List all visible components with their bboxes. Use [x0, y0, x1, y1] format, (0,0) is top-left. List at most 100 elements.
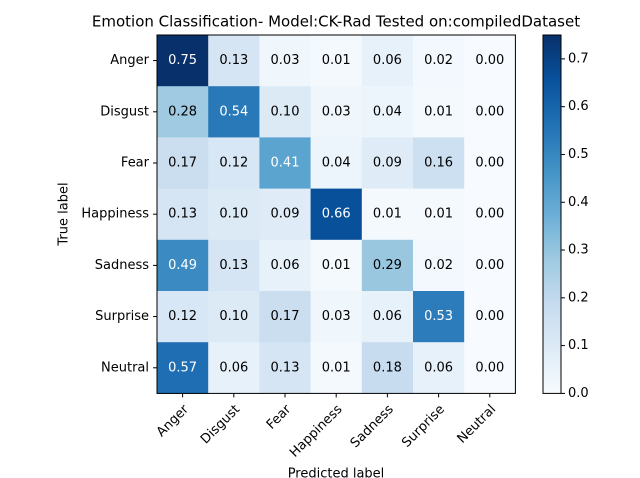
colorbar-tick-label: 0.5	[568, 147, 589, 162]
cell-label: 0.01	[373, 207, 402, 222]
y-tick-label: Disgust	[100, 104, 149, 119]
cell-label: 0.00	[475, 207, 504, 222]
cell-label: 0.09	[271, 207, 300, 222]
y-tick-label: Anger	[110, 53, 149, 68]
cell-label: 0.02	[424, 53, 453, 68]
heatmap-cell	[259, 86, 312, 138]
heatmap-cell	[361, 342, 414, 394]
cell-label: 0.16	[424, 156, 453, 171]
cell-label: 0.00	[475, 258, 504, 273]
colorbar	[542, 34, 562, 394]
cell-label: 0.75	[168, 53, 197, 68]
cell-label: 0.00	[475, 309, 504, 324]
cell-label: 0.10	[219, 207, 248, 222]
heatmap-cell	[464, 137, 516, 190]
cell-label: 0.01	[322, 53, 351, 68]
cell-label: 0.13	[219, 53, 248, 68]
cell-label: 0.04	[322, 156, 351, 171]
heatmap-cell	[157, 239, 209, 292]
heatmap-cell	[413, 239, 465, 292]
x-axis-label: Predicted label	[288, 467, 385, 478]
heatmap-cell	[361, 291, 414, 343]
cell-label: 0.00	[475, 156, 504, 171]
x-tick-label: Neutral	[455, 402, 500, 447]
y-tick-label: Fear	[121, 156, 150, 171]
heatmap-cell	[208, 35, 260, 87]
cell-label: 0.53	[424, 309, 453, 324]
heatmap-cell	[259, 342, 312, 394]
heatmap-cell	[259, 239, 312, 292]
cell-label: 0.10	[271, 104, 300, 119]
heatmap-cell	[413, 342, 465, 394]
heatmap-cell	[157, 291, 209, 343]
cell-label: 0.03	[322, 104, 351, 119]
heatmap-cell	[310, 291, 363, 343]
cell-label: 0.01	[322, 360, 351, 375]
cell-label: 0.29	[373, 258, 402, 273]
heatmap-cell	[208, 291, 260, 343]
cell-label: 0.04	[373, 104, 402, 119]
cell-label: 0.06	[373, 53, 402, 68]
cell-label: 0.13	[168, 207, 197, 222]
y-tick-label: Neutral	[101, 360, 149, 375]
heatmap-cell	[464, 86, 516, 138]
cell-label: 0.00	[475, 104, 504, 119]
heatmap-cell	[259, 137, 312, 190]
heatmap-cell	[361, 188, 414, 241]
heatmap-cell	[361, 137, 414, 190]
cell-label: 0.54	[219, 104, 248, 119]
y-tick-label: Sadness	[95, 258, 149, 273]
cell-label: 0.00	[475, 53, 504, 68]
x-tick-label: Surprise	[399, 402, 448, 451]
cell-label: 0.66	[322, 207, 351, 222]
heatmap-cell	[413, 291, 465, 343]
cell-label: 0.57	[168, 360, 197, 375]
cell-label: 0.13	[219, 258, 248, 273]
cell-label: 0.28	[168, 104, 197, 119]
cell-label: 0.10	[219, 309, 248, 324]
heatmap-cell	[413, 188, 465, 241]
x-tick-label: Disgust	[198, 402, 243, 447]
cell-label: 0.06	[219, 360, 248, 375]
y-tick-label: Surprise	[95, 309, 149, 324]
y-axis-label: True label	[57, 182, 72, 246]
cell-label: 0.49	[168, 258, 197, 273]
x-tick-label: Happiness	[287, 402, 346, 461]
heatmap-cell	[259, 291, 312, 343]
heatmap-cell	[464, 291, 516, 343]
heatmap-cell	[208, 86, 260, 138]
heatmap-cell	[208, 342, 260, 394]
heatmap-cell	[413, 35, 465, 87]
heatmap-cell	[259, 188, 312, 241]
heatmap-cell	[310, 188, 363, 241]
heatmap-cell	[157, 342, 209, 394]
cell-label: 0.41	[271, 156, 300, 171]
heatmap-cell	[361, 35, 414, 87]
heatmap-cell	[157, 137, 209, 190]
heatmap-cell	[157, 35, 209, 87]
colorbar-tick-label: 0.1	[568, 338, 589, 353]
cell-label: 0.18	[373, 360, 402, 375]
cell-label: 0.03	[322, 309, 351, 324]
cell-label: 0.09	[373, 156, 402, 171]
cell-label: 0.03	[271, 53, 300, 68]
heatmap-cell	[157, 188, 209, 241]
colorbar-tick-label: 0.3	[568, 243, 589, 258]
heatmap-cell	[310, 239, 363, 292]
heatmap-cell	[413, 137, 465, 190]
heatmap-cell	[464, 342, 516, 394]
x-tick-label: Sadness	[348, 402, 397, 451]
cell-label: 0.06	[424, 360, 453, 375]
colorbar-tick-label: 0.2	[568, 290, 589, 305]
colorbar-tick-label: 0.7	[568, 51, 589, 66]
heatmap-cell	[310, 137, 363, 190]
heatmap-cell	[157, 86, 209, 138]
heatmap-cell	[208, 239, 260, 292]
cell-label: 0.01	[424, 207, 453, 222]
heatmap-cell	[464, 239, 516, 292]
heatmap-cell	[208, 188, 260, 241]
cell-label: 0.01	[322, 258, 351, 273]
cell-label: 0.06	[373, 309, 402, 324]
heatmap-cell	[310, 342, 363, 394]
